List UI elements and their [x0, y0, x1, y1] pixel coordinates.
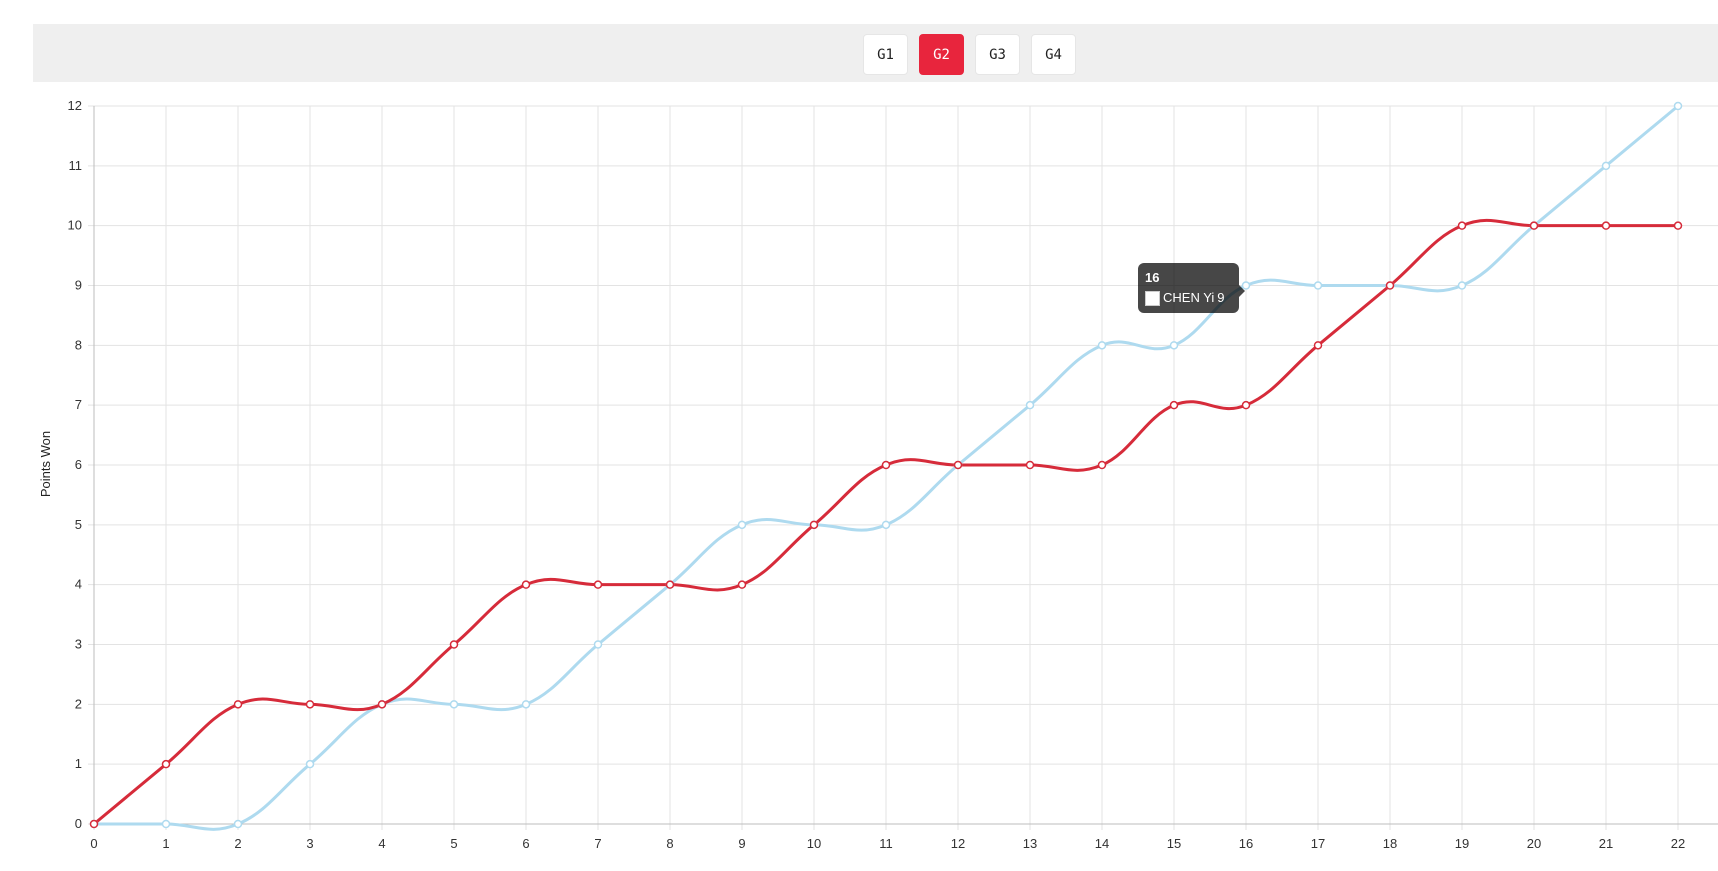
x-tick-label: 20	[1527, 836, 1541, 851]
tick-labels: 0 1 2 3 4 5 6 7 8 9 10 11 12 13 14 15 16 17 18 19 20 21 220123…	[68, 98, 1686, 851]
data-point	[1457, 281, 1467, 290]
data-point	[161, 759, 171, 769]
data-point	[449, 640, 459, 649]
y-tick-label: 12	[68, 98, 82, 113]
y-tick-label: 9	[75, 278, 82, 293]
data-point	[305, 759, 315, 769]
x-tick-label: 19	[1455, 836, 1469, 851]
tab-g4[interactable]: G4	[1031, 34, 1076, 75]
series-line-0	[94, 104, 1679, 831]
y-tick-label: 0	[75, 816, 82, 831]
data-point	[449, 700, 459, 709]
data-point	[881, 520, 891, 530]
x-tick-label: 15	[1167, 836, 1181, 851]
tab-g3[interactable]: G3	[975, 34, 1020, 75]
series-points	[89, 101, 1683, 829]
tab-g2[interactable]: G2	[919, 34, 964, 75]
x-tick-label: 0	[90, 836, 97, 851]
x-tick-label: 16	[1239, 836, 1253, 851]
x-tick-label: 5	[450, 836, 457, 851]
x-tick-label: 2	[234, 836, 241, 851]
x-tick-label: 9	[738, 836, 745, 851]
x-tick-label: 14	[1095, 836, 1109, 851]
data-point	[1673, 221, 1683, 230]
data-point	[233, 700, 243, 709]
x-tick-label: 10	[807, 836, 821, 851]
data-point	[233, 819, 243, 829]
x-tick-label: 17	[1311, 836, 1325, 851]
axes	[93, 106, 1718, 825]
data-point	[593, 580, 603, 589]
data-point	[953, 460, 963, 470]
data-point	[377, 700, 387, 709]
data-point	[1025, 460, 1035, 470]
x-tick-label: 21	[1599, 836, 1613, 851]
data-point	[161, 819, 171, 829]
x-tick-label: 3	[306, 836, 313, 851]
y-tick-label: 7	[75, 397, 82, 412]
x-tick-label: 6	[522, 836, 529, 851]
x-tick-label: 22	[1671, 836, 1685, 851]
x-tick-label: 18	[1383, 836, 1397, 851]
data-point	[593, 640, 603, 649]
data-point	[1529, 221, 1539, 230]
data-point	[1601, 161, 1611, 171]
y-tick-label: 6	[75, 457, 82, 472]
tooltip-value: 9	[1217, 290, 1225, 305]
data-point	[521, 580, 531, 589]
data-point	[1097, 460, 1107, 470]
y-tick-label: 4	[75, 577, 82, 592]
data-point	[89, 819, 99, 829]
data-point	[521, 700, 531, 709]
y-tick-label: 1	[75, 756, 82, 771]
data-tooltip: 16 CHEN Yi 9	[1138, 263, 1245, 313]
data-point	[1673, 101, 1683, 111]
x-tick-label: 1	[162, 836, 169, 851]
data-point	[1025, 400, 1035, 410]
y-tick-label: 3	[75, 637, 82, 652]
x-tick-label: 7	[594, 836, 601, 851]
data-point	[1169, 341, 1179, 350]
data-point	[665, 580, 675, 589]
y-axis-title: Points Won	[38, 431, 53, 497]
data-point	[737, 580, 747, 589]
data-point	[737, 520, 747, 530]
tab-g1[interactable]: G1	[863, 34, 908, 75]
tooltip-row: CHEN Yi 9	[1145, 288, 1232, 308]
y-tick-label: 2	[75, 696, 82, 711]
data-point	[1313, 341, 1323, 350]
x-tick-label: 4	[378, 836, 385, 851]
tooltip-swatch	[1145, 290, 1160, 306]
x-tick-label: 8	[666, 836, 673, 851]
y-tick-label: 5	[75, 517, 82, 532]
y-tick-label: 10	[68, 218, 82, 233]
y-tick-label: 8	[75, 337, 82, 352]
x-tick-label: 11	[879, 836, 893, 851]
game-tabs: G1 G2 G3 G4	[863, 34, 1076, 75]
data-point	[1241, 400, 1251, 410]
data-point	[1601, 221, 1611, 230]
data-point	[881, 460, 891, 470]
grid	[88, 105, 1718, 830]
data-point	[1097, 341, 1107, 350]
data-point	[1313, 281, 1323, 290]
y-tick-label: 11	[69, 158, 83, 173]
tooltip-title: 16	[1145, 270, 1160, 285]
data-point	[1457, 221, 1467, 230]
x-tick-label: 13	[1023, 836, 1037, 851]
tooltip-label: CHEN Yi	[1163, 290, 1215, 305]
data-point	[1385, 281, 1395, 290]
data-point	[809, 520, 819, 530]
data-point	[1169, 400, 1179, 410]
data-point	[305, 700, 315, 709]
x-tick-label: 12	[951, 836, 965, 851]
